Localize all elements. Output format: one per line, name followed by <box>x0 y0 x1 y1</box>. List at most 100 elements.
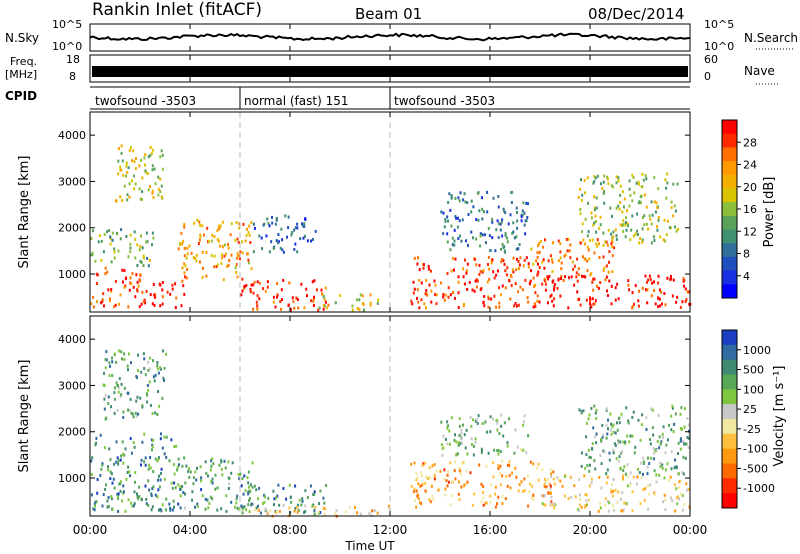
power-cell <box>275 216 278 220</box>
velocity-cell <box>138 495 141 499</box>
velocity-cell <box>528 490 531 494</box>
velocity-cell <box>482 491 485 494</box>
power-cell <box>236 237 239 241</box>
power-cell <box>154 295 157 299</box>
power-cell <box>356 307 359 310</box>
power-cell <box>302 224 305 228</box>
power-cell <box>524 232 527 236</box>
velocity-cell <box>635 482 638 486</box>
velocity-cell <box>531 484 534 488</box>
velocity-cell <box>655 473 658 477</box>
velocity-cell <box>594 467 597 471</box>
y-tick-label: 4000 <box>58 333 86 346</box>
power-cell <box>118 302 120 306</box>
power-cell <box>487 256 490 259</box>
velocity-cell <box>675 496 678 500</box>
power-cell <box>481 233 484 237</box>
velocity-cell <box>588 413 591 417</box>
power-cell <box>673 204 676 208</box>
power-cell <box>110 289 113 293</box>
velocity-cell <box>147 503 150 507</box>
power-cell <box>573 264 576 268</box>
velocity-cell <box>640 461 643 465</box>
velocity-cell <box>211 457 214 461</box>
power-cell <box>637 299 640 303</box>
velocity-cell <box>267 496 270 500</box>
power-cell <box>586 234 589 238</box>
velocity-cell <box>95 441 98 445</box>
power-cell <box>471 288 474 292</box>
power-cell <box>151 164 154 168</box>
velocity-cell <box>632 475 635 479</box>
velocity-cell <box>520 480 523 484</box>
velocity-cell <box>208 502 211 505</box>
power-cell <box>645 222 648 226</box>
power-cell <box>594 299 597 303</box>
velocity-cell <box>487 451 490 455</box>
velocity-cell <box>240 484 243 488</box>
velocity-cell <box>117 497 120 500</box>
velocity-cell <box>127 408 129 412</box>
velocity-cell <box>674 509 677 513</box>
power-cell <box>261 247 263 251</box>
velocity-cell <box>609 412 612 416</box>
velocity-cell <box>105 483 107 487</box>
velocity-cell <box>433 477 436 481</box>
power-cell <box>639 201 642 205</box>
power-cell <box>625 228 628 232</box>
power-cell <box>543 266 546 270</box>
power-cell <box>229 233 232 237</box>
power-cell <box>216 238 219 242</box>
power-cell <box>136 264 139 267</box>
velocity-cell <box>481 422 484 425</box>
colorbar-swatch <box>722 161 737 176</box>
velocity-cell <box>529 482 531 486</box>
power-cell <box>128 288 131 292</box>
power-cell <box>272 300 275 304</box>
power-cell <box>420 281 423 285</box>
power-cell <box>104 266 107 270</box>
power-cell <box>181 242 184 246</box>
velocity-cell <box>527 504 530 508</box>
velocity-cell <box>110 405 112 409</box>
power-cell <box>675 300 678 304</box>
power-cell <box>644 288 647 292</box>
velocity-cell <box>113 462 116 466</box>
power-cell <box>411 302 414 306</box>
velocity-cell <box>669 475 672 479</box>
velocity-cell <box>419 484 422 488</box>
velocity-cell <box>463 483 466 487</box>
velocity-cell <box>489 483 492 487</box>
power-cell <box>570 275 573 279</box>
power-cell <box>266 217 269 221</box>
power-cell <box>459 191 462 195</box>
velocity-cell <box>621 450 624 454</box>
power-cell <box>174 282 177 286</box>
velocity-cell <box>502 434 505 438</box>
velocity-cell <box>578 477 581 481</box>
power-cell <box>274 222 277 226</box>
power-cell <box>429 269 432 273</box>
power-cell <box>312 299 315 303</box>
velocity-cell <box>585 499 588 503</box>
velocity-cell <box>224 466 227 470</box>
power-cell <box>117 172 120 176</box>
velocity-cell <box>677 485 680 489</box>
power-cell <box>487 297 490 301</box>
velocity-cell <box>636 475 639 479</box>
velocity-cell <box>153 379 156 383</box>
velocity-cell <box>622 508 625 512</box>
velocity-cell <box>148 463 151 467</box>
velocity-cell <box>586 464 589 468</box>
power-cell <box>478 273 481 276</box>
power-cell <box>683 279 686 282</box>
power-cell <box>129 276 132 280</box>
power-cell <box>271 215 273 219</box>
velocity-cell <box>137 412 140 416</box>
velocity-cell <box>549 489 552 493</box>
power-cell <box>637 180 640 184</box>
power-cell <box>132 149 135 153</box>
velocity-cell <box>247 481 250 485</box>
power-cell <box>322 304 325 307</box>
